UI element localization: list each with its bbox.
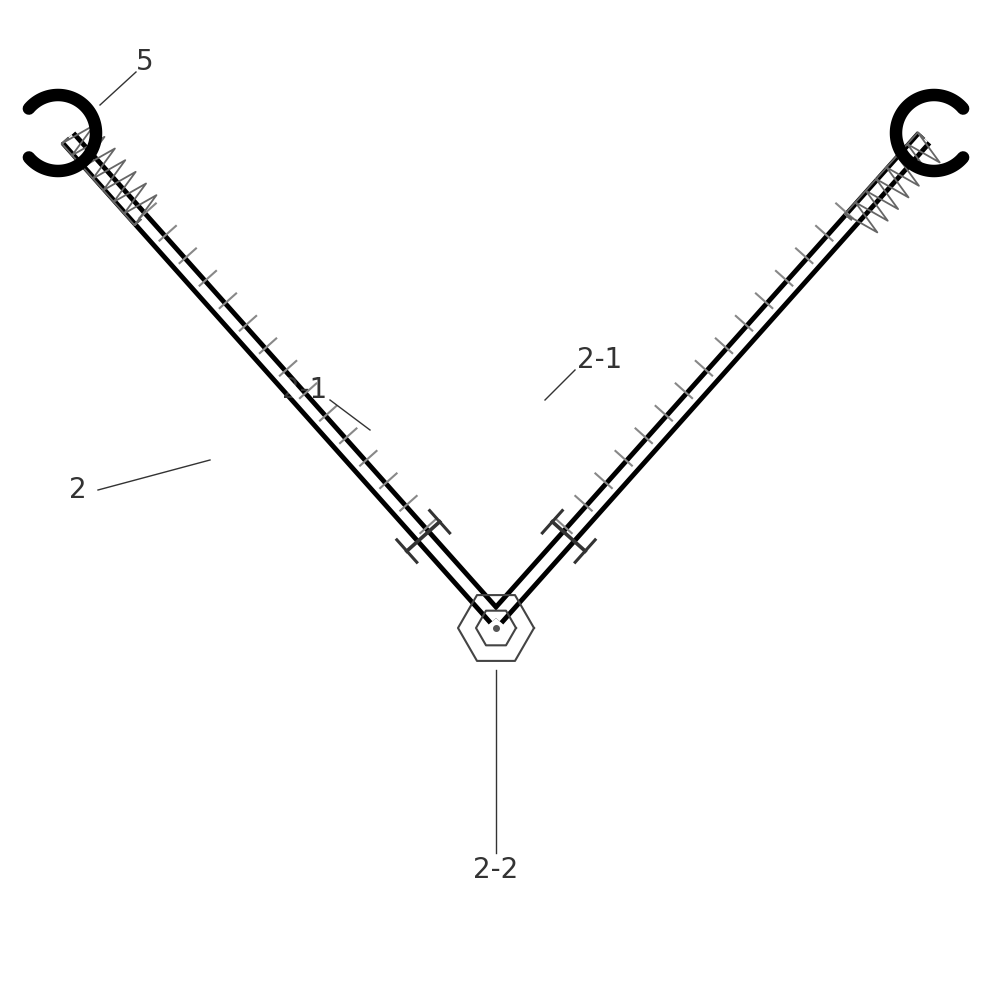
Text: 2-2: 2-2 (474, 856, 518, 884)
Text: 2: 2 (70, 476, 86, 504)
Text: 2-1: 2-1 (577, 346, 623, 374)
Text: 2-1: 2-1 (282, 376, 328, 404)
Text: 5: 5 (136, 48, 154, 76)
